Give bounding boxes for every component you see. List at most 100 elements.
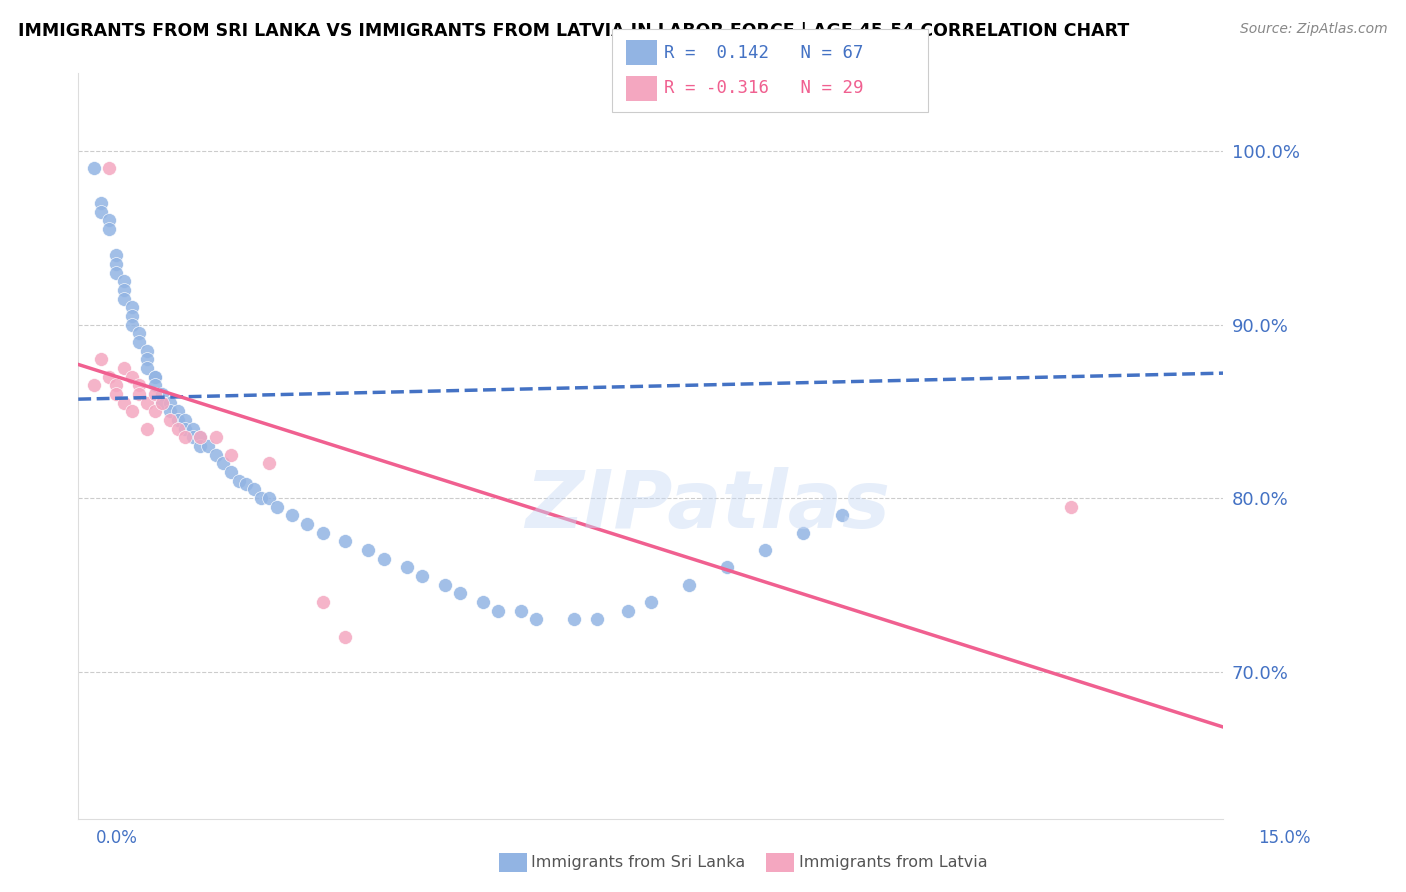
Point [136,343,159,358]
Point [640,595,662,609]
Point [311,525,333,540]
Point [112,395,135,409]
Point [159,413,181,427]
Point [128,334,150,349]
Point [90,204,112,219]
Point [143,387,166,401]
Point [105,248,128,262]
Point [754,543,776,558]
Point [121,369,143,384]
Text: IMMIGRANTS FROM SRI LANKA VS IMMIGRANTS FROM LATVIA IN LABOR FORCE | AGE 45-54 C: IMMIGRANTS FROM SRI LANKA VS IMMIGRANTS … [18,22,1129,40]
Point [335,534,357,549]
Point [357,543,380,558]
Point [181,422,204,436]
Point [166,413,188,427]
Point [335,630,357,644]
Point [105,265,128,279]
Text: Immigrants from Sri Lanka: Immigrants from Sri Lanka [531,855,745,870]
Point [219,465,242,479]
Point [235,477,257,491]
Point [128,326,150,341]
Text: R = -0.316   N = 29: R = -0.316 N = 29 [664,79,863,97]
Point [112,292,135,306]
Point [166,422,188,436]
Point [97,369,120,384]
Point [617,604,640,618]
Point [97,222,120,236]
Point [190,430,212,444]
Point [433,578,456,592]
Point [166,404,188,418]
Point [174,413,197,427]
Point [174,422,197,436]
Point [174,430,197,444]
Point [105,387,128,401]
Point [97,213,120,227]
Point [143,404,166,418]
Text: 15.0%: 15.0% [1258,829,1310,847]
Point [121,318,143,332]
Point [716,560,738,574]
Point [181,430,204,444]
Point [197,439,219,453]
Point [136,352,159,367]
Point [83,378,105,392]
Point [219,448,242,462]
Point [128,378,150,392]
Point [136,360,159,375]
Point [228,474,250,488]
Point [297,517,319,532]
Point [250,491,273,505]
Point [150,387,173,401]
Point [257,456,280,470]
Point [411,569,433,583]
Point [471,595,494,609]
Text: ZIPatlas: ZIPatlas [526,467,890,545]
Point [281,508,304,523]
Point [449,586,471,600]
Point [678,578,700,592]
Point [121,300,143,314]
Point [586,613,609,627]
Text: R =  0.142   N = 67: R = 0.142 N = 67 [664,44,863,62]
Point [105,378,128,392]
Point [97,161,120,176]
Point [112,283,135,297]
Point [792,525,814,540]
Point [373,551,395,566]
Point [831,508,853,523]
Point [136,395,159,409]
Point [212,456,235,470]
Point [143,369,166,384]
Point [257,491,280,505]
Point [143,369,166,384]
Point [121,309,143,323]
Point [1059,500,1081,514]
Point [204,430,226,444]
Point [90,196,112,211]
Point [136,422,159,436]
Point [395,560,418,574]
Point [524,613,547,627]
Point [190,430,212,444]
Point [486,604,509,618]
Point [83,161,105,176]
Point [243,483,266,497]
Point [150,395,173,409]
Point [150,395,173,409]
Point [112,360,135,375]
Text: Source: ZipAtlas.com: Source: ZipAtlas.com [1240,22,1388,37]
Point [121,404,143,418]
Point [159,395,181,409]
Point [564,613,586,627]
Text: Immigrants from Latvia: Immigrants from Latvia [799,855,987,870]
Point [90,352,112,367]
Point [143,378,166,392]
Point [105,257,128,271]
Point [204,448,226,462]
Point [128,387,150,401]
Text: 0.0%: 0.0% [96,829,138,847]
Point [311,595,333,609]
Point [266,500,288,514]
Point [190,439,212,453]
